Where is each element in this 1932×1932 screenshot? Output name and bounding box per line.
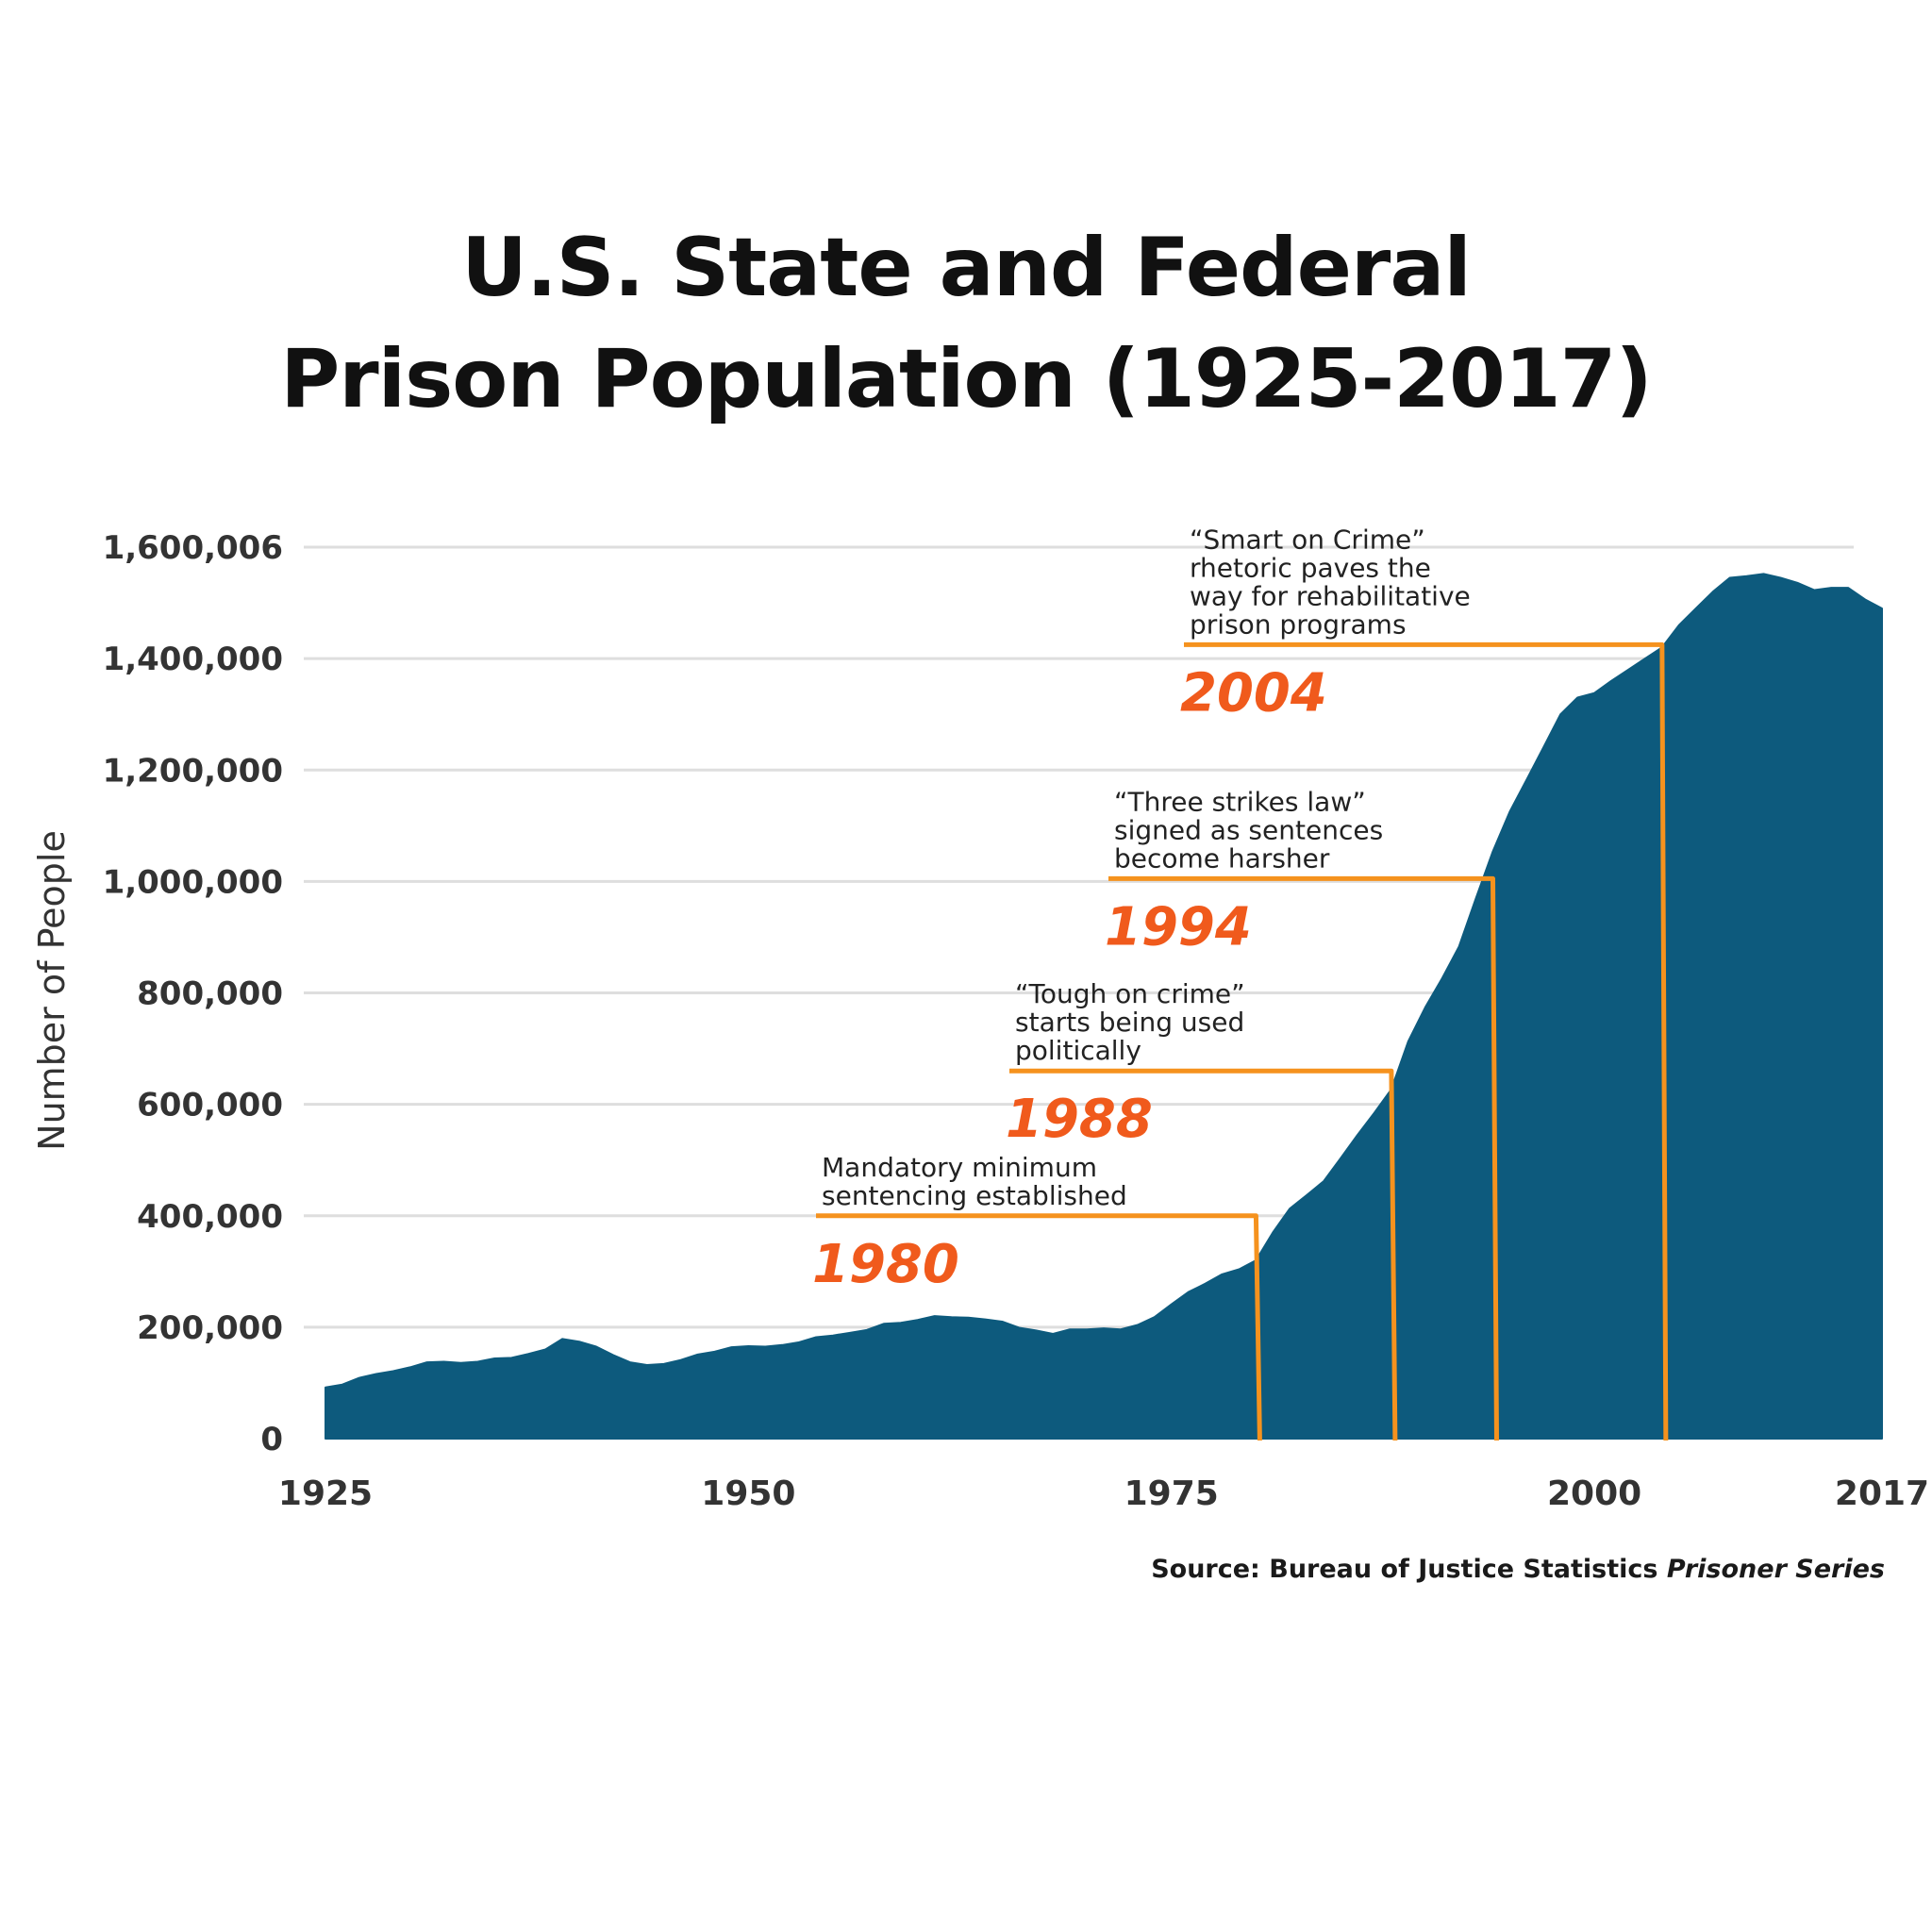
annotation-2004: 2004 “Smart on Crime”rhetoric paves thewa… xyxy=(1180,524,1669,1441)
annotation-text-line: prison programs xyxy=(1190,608,1407,640)
annotation-line xyxy=(816,1213,1262,1441)
annotation-text-line: politically xyxy=(1015,1035,1141,1066)
chart-title: U.S. State and Federal Prison Population… xyxy=(0,212,1932,435)
annotation-text-line: “Three strikes law” xyxy=(1114,786,1366,817)
x-axis: 1925 1950 1975 2000 2017 xyxy=(278,1474,1929,1513)
annotation-line xyxy=(1184,641,1669,1441)
y-axis-label: Number of People xyxy=(31,830,73,1151)
annotation-text-line: “Smart on Crime” xyxy=(1190,524,1425,555)
x-tick-label: 1925 xyxy=(278,1474,373,1513)
y-tick-label: 400,000 xyxy=(137,1198,283,1236)
annotation-line xyxy=(1108,875,1499,1441)
y-tick-label: 1,600,006 xyxy=(103,529,283,567)
annotation-line xyxy=(1009,1068,1398,1441)
title-line-1: U.S. State and Federal xyxy=(461,221,1472,315)
y-tick-label: 1,000,000 xyxy=(103,863,283,901)
x-tick-label: 2017 xyxy=(1835,1474,1929,1513)
annotation-text-line: become harsher xyxy=(1114,842,1330,874)
annotation-1988: 1988 “Tough on crime”starts being usedpol… xyxy=(1006,978,1398,1441)
y-tick-label: 1,400,000 xyxy=(103,641,283,678)
y-axis: 0 200,000 400,000 600,000 800,000 1,000,000 1,… xyxy=(103,529,283,1458)
source-series: Prisoner Series xyxy=(1666,1555,1885,1584)
title-line-2: Prison Population (1925-2017) xyxy=(280,332,1653,426)
y-tick-label: 200,000 xyxy=(137,1309,283,1347)
y-tick-label: 800,000 xyxy=(137,975,283,1013)
x-tick-label: 1950 xyxy=(701,1474,795,1513)
annotation-text-line: starts being used xyxy=(1015,1007,1244,1038)
annotation-text-line: Mandatory minimum xyxy=(822,1152,1097,1183)
source-prefix: Source: Bureau of Justice Statistics xyxy=(1151,1555,1658,1584)
annotation-text-line: sentencing established xyxy=(822,1180,1127,1211)
y-tick-label: 0 xyxy=(260,1421,283,1458)
annotation-text-line: “Tough on crime” xyxy=(1015,978,1245,1009)
annotation-text-line: rhetoric paves the xyxy=(1190,552,1431,583)
annotation-year: 1988 xyxy=(1006,1089,1153,1150)
y-tick-label: 600,000 xyxy=(137,1087,283,1124)
x-tick-label: 2000 xyxy=(1547,1474,1641,1513)
annotation-year: 1980 xyxy=(812,1234,959,1295)
annotation-text-line: way for rehabilitative xyxy=(1190,580,1471,611)
source-note: Source: Bureau of Justice Statistics Pri… xyxy=(1151,1555,1885,1584)
annotation-text-line: signed as sentences xyxy=(1114,814,1383,845)
x-tick-label: 1975 xyxy=(1124,1474,1219,1513)
y-tick-label: 1,200,000 xyxy=(103,752,283,790)
annotation-year: 2004 xyxy=(1180,662,1327,724)
annotation-year: 1994 xyxy=(1105,896,1252,958)
annotation-1994: 1994 “Three strikes law”signed as sentenc… xyxy=(1105,786,1499,1441)
